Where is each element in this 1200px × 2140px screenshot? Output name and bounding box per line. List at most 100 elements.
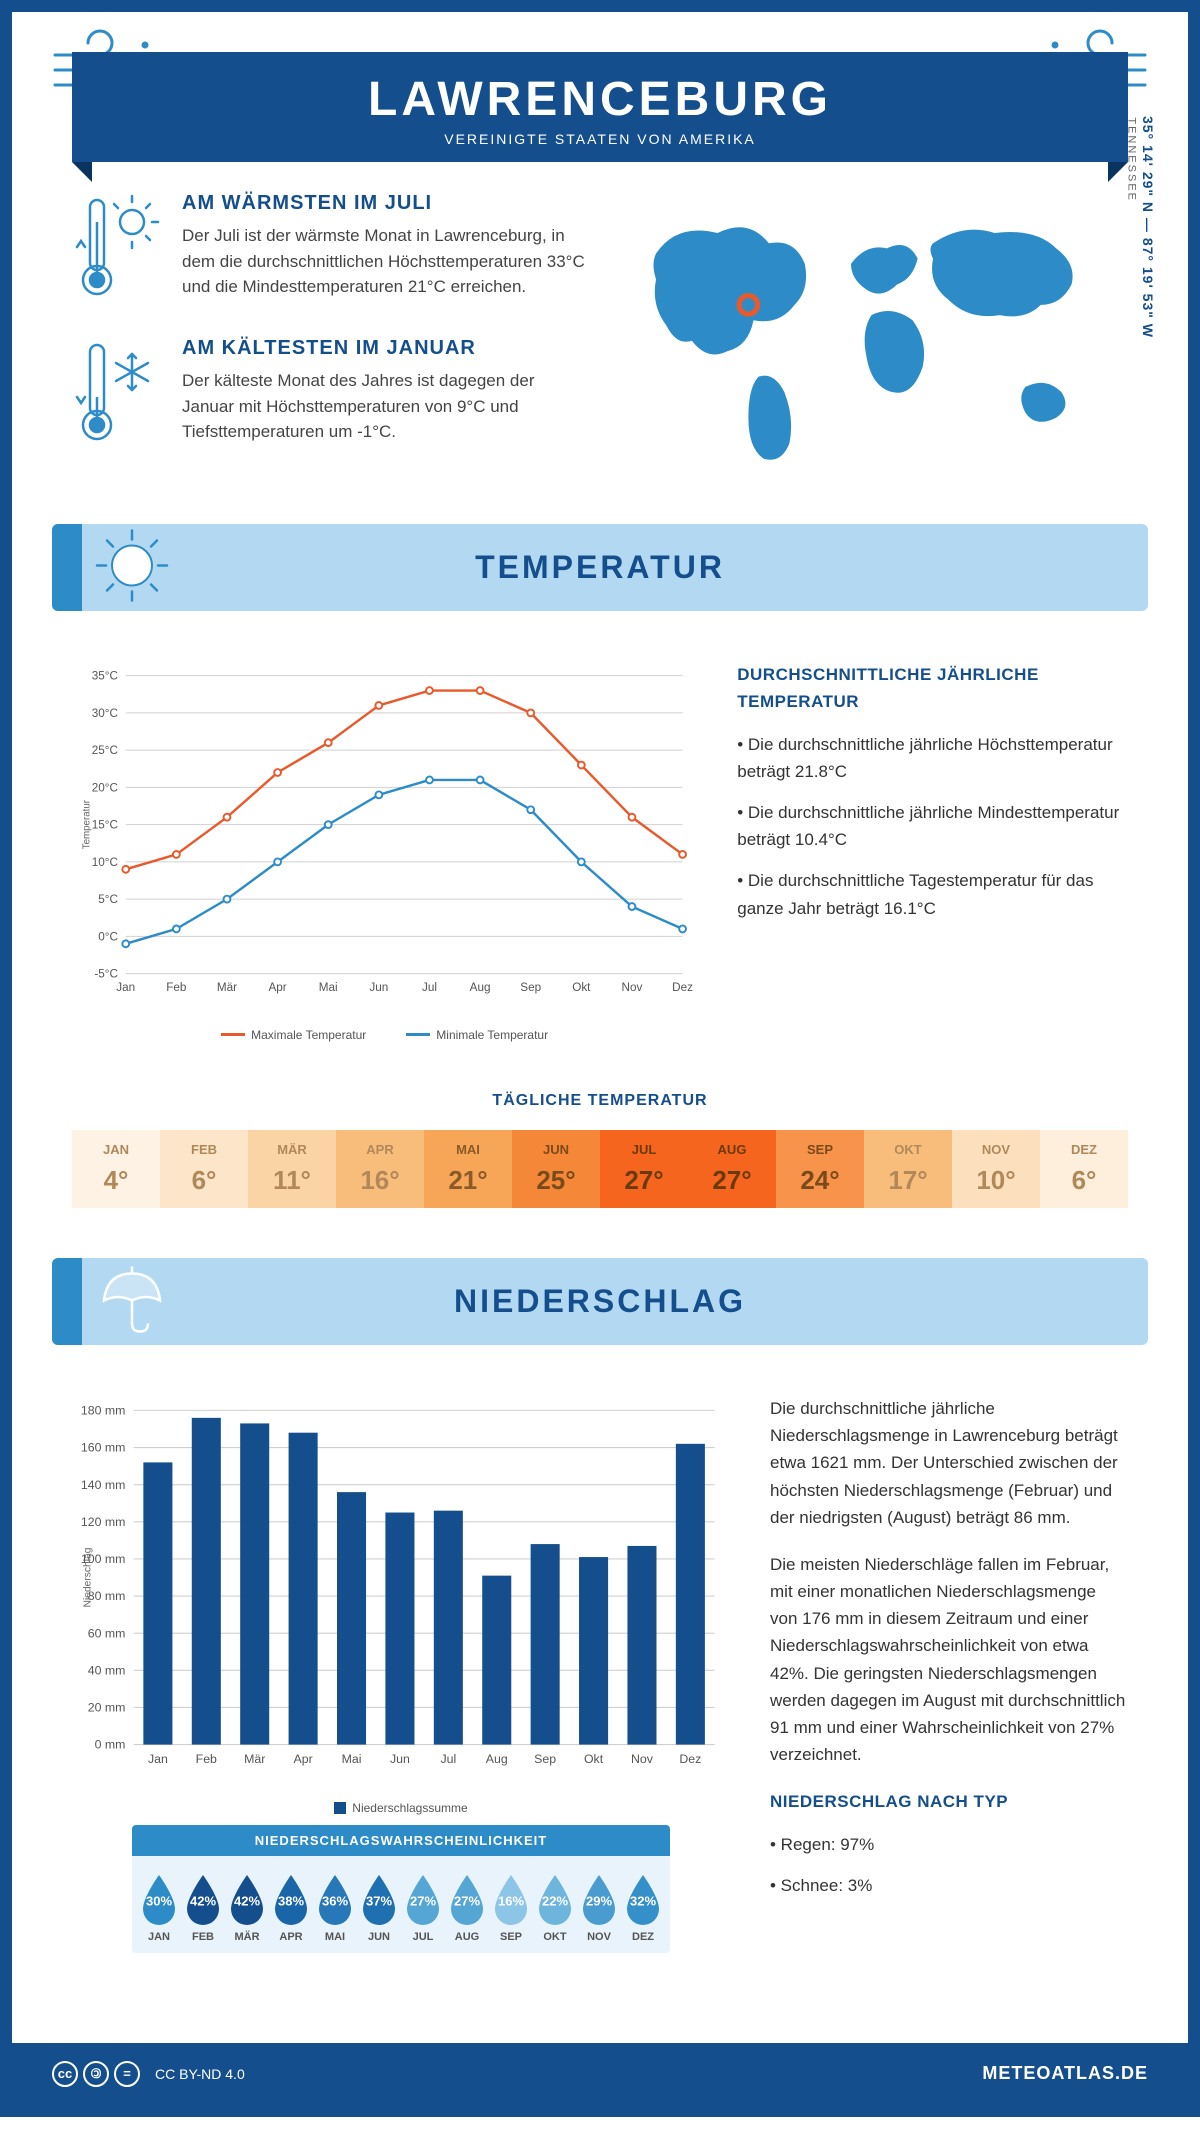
brand-text: METEOATLAS.DE	[982, 2063, 1148, 2084]
daily-temp-cell: MAI21°	[424, 1130, 512, 1208]
world-map: TENNESSEE 35° 14' 29" N — 87° 19' 53" W	[615, 192, 1128, 484]
svg-text:-5°C: -5°C	[94, 968, 118, 981]
daily-temp-cell: NOV10°	[952, 1130, 1040, 1208]
warmest-info: AM WÄRMSTEN IM JULI Der Juli ist der wär…	[72, 192, 585, 307]
precip-type-item: • Regen: 97%	[770, 1831, 1128, 1858]
svg-text:Jan: Jan	[148, 1752, 168, 1766]
svg-text:Mai: Mai	[342, 1752, 362, 1766]
precip-drop: 42%MÄR	[225, 1871, 269, 1943]
precipitation-bar-chart: 0 mm20 mm40 mm60 mm80 mm100 mm120 mm140 …	[72, 1395, 730, 1786]
precip-drop: 16%SEP	[489, 1871, 533, 1943]
header-banner: LAWRENCEBURG VEREINIGTE STAATEN VON AMER…	[72, 52, 1128, 162]
daily-temperature-strip: JAN4°FEB6°MÄR11°APR16°MAI21°JUN25°JUL27°…	[72, 1130, 1128, 1208]
svg-text:20 mm: 20 mm	[88, 1701, 126, 1715]
temp-stats-list: • Die durchschnittliche jährliche Höchst…	[737, 731, 1128, 922]
daily-temp-cell: SEP24°	[776, 1130, 864, 1208]
svg-text:Apr: Apr	[294, 1752, 313, 1766]
precipitation-probability-drops: 30%JAN42%FEB42%MÄR38%APR36%MAI37%JUN27%J…	[132, 1856, 670, 1953]
daily-temp-cell: AUG27°	[688, 1130, 776, 1208]
svg-text:Mär: Mär	[217, 981, 237, 994]
coldest-text: Der kälteste Monat des Jahres ist dagege…	[182, 368, 585, 445]
thermometer-snow-icon	[72, 337, 162, 452]
svg-text:Dez: Dez	[679, 1752, 701, 1766]
temperature-title: TEMPERATUR	[52, 549, 1148, 586]
precip-drop: 27%JUL	[401, 1871, 445, 1943]
precip-drop: 42%FEB	[181, 1871, 225, 1943]
temp-bullet: • Die durchschnittliche jährliche Mindes…	[737, 799, 1128, 853]
precipitation-title: NIEDERSCHLAG	[52, 1283, 1148, 1320]
footer: cc🄯= CC BY-ND 4.0 METEOATLAS.DE	[12, 2043, 1188, 2105]
svg-text:Okt: Okt	[584, 1752, 604, 1766]
svg-text:Jun: Jun	[390, 1752, 410, 1766]
daily-temp-cell: JUL27°	[600, 1130, 688, 1208]
sun-icon	[92, 525, 172, 610]
precip-text-1: Die durchschnittliche jährliche Niedersc…	[770, 1395, 1128, 1531]
precip-text-2: Die meisten Niederschläge fallen im Febr…	[770, 1551, 1128, 1769]
svg-text:35°C: 35°C	[92, 670, 119, 683]
state-label: TENNESSEE	[1126, 117, 1138, 202]
temperature-section-header: TEMPERATUR	[52, 524, 1148, 611]
daily-temp-cell: MÄR11°	[248, 1130, 336, 1208]
svg-text:Jul: Jul	[440, 1752, 456, 1766]
svg-text:15°C: 15°C	[92, 819, 119, 832]
city-title: LAWRENCEBURG	[72, 72, 1128, 127]
license-text: CC BY-ND 4.0	[155, 2066, 245, 2082]
svg-text:Feb: Feb	[166, 981, 187, 994]
temp-stats-title: DURCHSCHNITTLICHE JÄHRLICHE TEMPERATUR	[737, 661, 1128, 715]
svg-text:20°C: 20°C	[92, 782, 119, 795]
daily-temp-cell: JUN25°	[512, 1130, 600, 1208]
svg-text:Apr: Apr	[268, 981, 286, 994]
svg-text:Feb: Feb	[196, 1752, 217, 1766]
coldest-info: AM KÄLTESTEN IM JANUAR Der kälteste Mona…	[72, 337, 585, 452]
precip-drop: 32%DEZ	[621, 1871, 665, 1943]
thermometer-sun-icon	[72, 192, 162, 307]
coordinates: 35° 14' 29" N — 87° 19' 53" W	[1140, 116, 1156, 338]
svg-text:30°C: 30°C	[92, 707, 119, 720]
precip-drop: 29%NOV	[577, 1871, 621, 1943]
svg-text:Temperatur: Temperatur	[82, 799, 93, 849]
svg-text:Sep: Sep	[520, 981, 541, 994]
warmest-text: Der Juli ist der wärmste Monat in Lawren…	[182, 223, 585, 300]
svg-text:Nov: Nov	[622, 981, 643, 994]
svg-text:0°C: 0°C	[98, 931, 118, 944]
coldest-title: AM KÄLTESTEN IM JANUAR	[182, 337, 585, 360]
svg-text:160 mm: 160 mm	[81, 1441, 126, 1455]
svg-text:180 mm: 180 mm	[81, 1403, 126, 1417]
svg-text:10°C: 10°C	[92, 856, 119, 869]
svg-text:Jun: Jun	[369, 981, 388, 994]
svg-text:Jul: Jul	[422, 981, 437, 994]
daily-temp-title: TÄGLICHE TEMPERATUR	[72, 1092, 1128, 1110]
umbrella-icon	[92, 1259, 172, 1344]
svg-text:Sep: Sep	[534, 1752, 556, 1766]
daily-temp-cell: DEZ6°	[1040, 1130, 1128, 1208]
svg-text:140 mm: 140 mm	[81, 1478, 126, 1492]
country-subtitle: VEREINIGTE STAATEN VON AMERIKA	[72, 131, 1128, 147]
svg-text:Niederschlag: Niederschlag	[83, 1547, 94, 1607]
svg-text:Aug: Aug	[470, 981, 491, 994]
svg-text:Mai: Mai	[319, 981, 338, 994]
precip-drop: 22%OKT	[533, 1871, 577, 1943]
precip-drop: 27%AUG	[445, 1871, 489, 1943]
svg-text:Aug: Aug	[486, 1752, 508, 1766]
precip-drop: 30%JAN	[137, 1871, 181, 1943]
svg-text:5°C: 5°C	[98, 893, 118, 906]
svg-text:40 mm: 40 mm	[88, 1663, 126, 1677]
precip-prob-title: NIEDERSCHLAGSWAHRSCHEINLICHKEIT	[132, 1825, 670, 1856]
precipitation-legend: Niederschlagssumme	[72, 1801, 730, 1815]
svg-text:Dez: Dez	[672, 981, 693, 994]
svg-text:Okt: Okt	[572, 981, 591, 994]
daily-temp-cell: APR16°	[336, 1130, 424, 1208]
temperature-legend: Maximale Temperatur Minimale Temperatur	[72, 1028, 697, 1042]
precip-drop: 37%JUN	[357, 1871, 401, 1943]
precip-drop: 36%MAI	[313, 1871, 357, 1943]
daily-temp-cell: FEB6°	[160, 1130, 248, 1208]
svg-text:25°C: 25°C	[92, 744, 119, 757]
svg-text:120 mm: 120 mm	[81, 1515, 126, 1529]
svg-text:Nov: Nov	[631, 1752, 654, 1766]
precipitation-section-header: NIEDERSCHLAG	[52, 1258, 1148, 1345]
precip-drop: 38%APR	[269, 1871, 313, 1943]
temp-bullet: • Die durchschnittliche Tagestemperatur …	[737, 867, 1128, 921]
svg-text:0 mm: 0 mm	[95, 1738, 126, 1752]
temperature-line-chart: -5°C0°C5°C10°C15°C20°C25°C30°C35°CJanFeb…	[72, 661, 697, 1013]
precip-by-type-title: NIEDERSCHLAG NACH TYP	[770, 1788, 1128, 1815]
